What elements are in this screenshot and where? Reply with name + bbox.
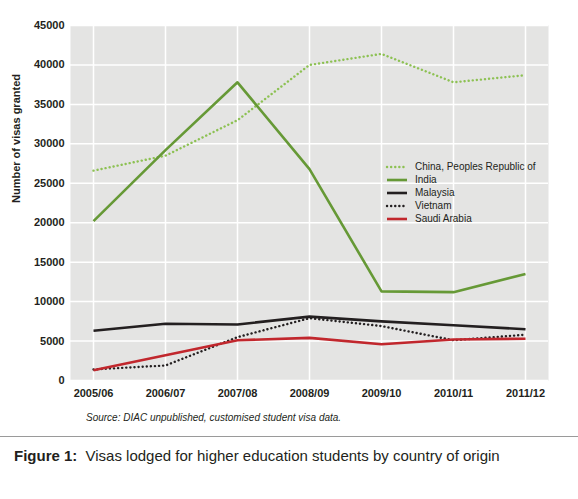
html-text:China, Peoples Republic of: China, Peoples Republic of [415, 161, 536, 172]
svg-text:20000: 20000 [34, 216, 65, 228]
svg-text:15000: 15000 [34, 256, 65, 268]
svg-text:45000: 45000 [34, 19, 65, 31]
html-text:India: India [415, 174, 437, 185]
svg-text:35000: 35000 [34, 98, 65, 110]
svg-text:2008/09: 2008/09 [290, 387, 330, 399]
svg-text:10000: 10000 [34, 295, 65, 307]
svg-text:30000: 30000 [34, 137, 65, 149]
svg-text:0: 0 [58, 374, 64, 386]
svg-text:2011/12: 2011/12 [506, 387, 545, 399]
html-text:Vietnam: Vietnam [415, 200, 452, 211]
svg-text:2005/06: 2005/06 [74, 387, 114, 399]
svg-text:2007/08: 2007/08 [218, 387, 258, 399]
svg-text:2006/07: 2006/07 [146, 387, 186, 399]
svg-text:25000: 25000 [34, 177, 65, 189]
html-text:Figure 1: Visas lodged for hig: Figure 1: Visas lodged for higher educat… [14, 447, 500, 464]
svg-text:2009/10: 2009/10 [362, 387, 402, 399]
html-text:Malaysia: Malaysia [415, 187, 455, 198]
svg-text:5000: 5000 [40, 335, 64, 347]
html-text:Source: DIAC unpublished, cust: Source: DIAC unpublished, customised stu… [86, 412, 342, 423]
svg-text:40000: 40000 [34, 58, 65, 70]
svg-text:Number of visas granted: Number of visas granted [10, 74, 22, 203]
svg-text:2010/11: 2010/11 [434, 387, 473, 399]
html-text:Saudi Arabia: Saudi Arabia [415, 213, 472, 224]
